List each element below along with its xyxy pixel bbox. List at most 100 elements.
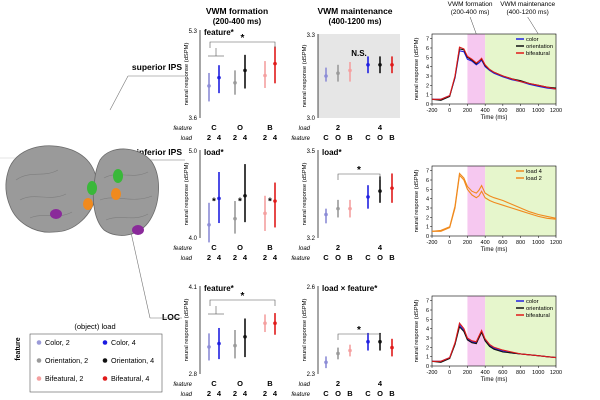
data-point — [348, 348, 352, 353]
data-point — [348, 68, 352, 73]
formation-window — [467, 296, 486, 366]
data-point — [348, 206, 352, 211]
y-axis-label: neural response (dSPM) — [184, 163, 190, 226]
x-feature-label: C — [323, 133, 329, 142]
legend-dot — [102, 376, 108, 381]
chart-title: feature* — [204, 284, 235, 293]
x-group-label: 2 — [336, 243, 340, 252]
x-tick-label: 0 — [448, 370, 451, 376]
y-tick-label: 2.3 — [307, 372, 316, 378]
load-effect-star: * — [268, 197, 272, 208]
significance-bracket — [208, 41, 276, 57]
y-tick-label: 0 — [426, 102, 429, 108]
x-group-label: C — [211, 123, 217, 132]
x-tick-label: 800 — [516, 240, 525, 246]
y-tick-label: 5 — [426, 317, 429, 323]
data-point — [217, 341, 221, 346]
x-group-label: O — [237, 243, 243, 252]
x-group-label: C — [211, 379, 217, 388]
x-feature-label: B — [347, 389, 353, 398]
legend-label: load 2 — [526, 176, 542, 182]
data-point — [378, 63, 382, 67]
data-point — [263, 211, 267, 216]
x-group-label: O — [237, 123, 243, 132]
x-group-label: 4 — [378, 243, 383, 252]
roi-loc-right — [132, 225, 144, 235]
y-tick-label: 5 — [426, 187, 429, 193]
roi-inferior-ips-left — [83, 198, 93, 210]
x-tick-label: 1000 — [532, 108, 544, 114]
y-axis-label: neural response (dSPM) — [302, 299, 308, 362]
x-feature-label: O — [335, 253, 341, 262]
brain-fold — [105, 213, 149, 221]
plot-frame — [431, 33, 557, 105]
x-load-label: 4 — [217, 389, 222, 398]
x-row-label-load: load — [181, 136, 193, 142]
x-feature-label: B — [389, 133, 395, 142]
x-row-label-load: load — [181, 392, 193, 398]
y-axis-label: neural response (dSPM) — [302, 45, 308, 108]
x-group-label: 4 — [378, 123, 383, 132]
x-load-label: 4 — [217, 133, 222, 142]
legend-frame — [29, 333, 163, 393]
x-row-label-load: load — [299, 382, 311, 388]
x-tick-label: 800 — [516, 108, 525, 114]
series-line-bifeatural — [432, 321, 557, 362]
y-tick-label: 1 — [426, 225, 429, 231]
y-axis-label: neural response (dSPM) — [184, 299, 190, 362]
significance-bracket — [337, 333, 381, 340]
data-point — [233, 343, 237, 348]
y-tick-label: 4 — [426, 327, 429, 333]
data-point — [336, 71, 340, 75]
x-load-label: 4 — [273, 133, 278, 142]
y-tick-label: 7 — [426, 169, 429, 175]
connector-superior — [109, 75, 129, 111]
y-tick-label: 2.8 — [189, 372, 198, 378]
data-point — [378, 189, 382, 193]
y-tick-label: 6 — [426, 46, 429, 52]
x-row-label-load: load — [181, 256, 193, 262]
x-row-label-feature: feature — [173, 382, 192, 388]
x-load-label: 2 — [263, 389, 267, 398]
y-tick-label: 7 — [426, 37, 429, 43]
x-tick-label: 200 — [463, 370, 472, 376]
roi-loc-left — [50, 209, 62, 219]
legend-label: bifeatural — [526, 313, 550, 319]
y-tick-label: 5.3 — [189, 29, 198, 35]
header-formation: VWM formation — [206, 6, 268, 16]
legend-label: load 4 — [526, 169, 543, 175]
data-point — [390, 63, 394, 67]
x-row-label-load: load — [299, 246, 311, 252]
legend-dot — [36, 358, 42, 363]
brain-fold — [19, 193, 67, 201]
annotation-formation: VWM formation — [448, 1, 493, 8]
annotation-formation-range: (200-400 ms) — [451, 9, 490, 16]
data-point — [324, 360, 328, 365]
region-label-inferior: inferior IPS — [137, 147, 183, 157]
y-tick-label: 0 — [426, 234, 429, 240]
x-tick-label: 1000 — [532, 370, 544, 376]
y-tick-label: 0 — [426, 364, 429, 370]
x-tick-label: 1000 — [532, 240, 544, 246]
legend-items: Color, 2 Color, 4 Orientation, 2 Orientatio… — [36, 338, 154, 383]
chart-title: load* — [322, 148, 342, 157]
x-feature-label: O — [335, 133, 341, 142]
x-feature-label: O — [377, 133, 383, 142]
legend-side-label: feature — [15, 337, 22, 360]
x-feature-label: O — [335, 389, 341, 398]
legend-entry-label: Bifeatural, 4 — [111, 374, 149, 383]
data-point — [324, 212, 328, 217]
y-axis-label: neural response (dSPM) — [302, 163, 308, 226]
x-axis-label: Time (ms) — [481, 377, 508, 383]
y-tick-label: 2 — [426, 345, 429, 351]
x-feature-label: C — [365, 133, 371, 142]
y-tick-label: 2 — [426, 83, 429, 89]
data-point — [336, 351, 340, 356]
panel-background — [318, 34, 400, 118]
